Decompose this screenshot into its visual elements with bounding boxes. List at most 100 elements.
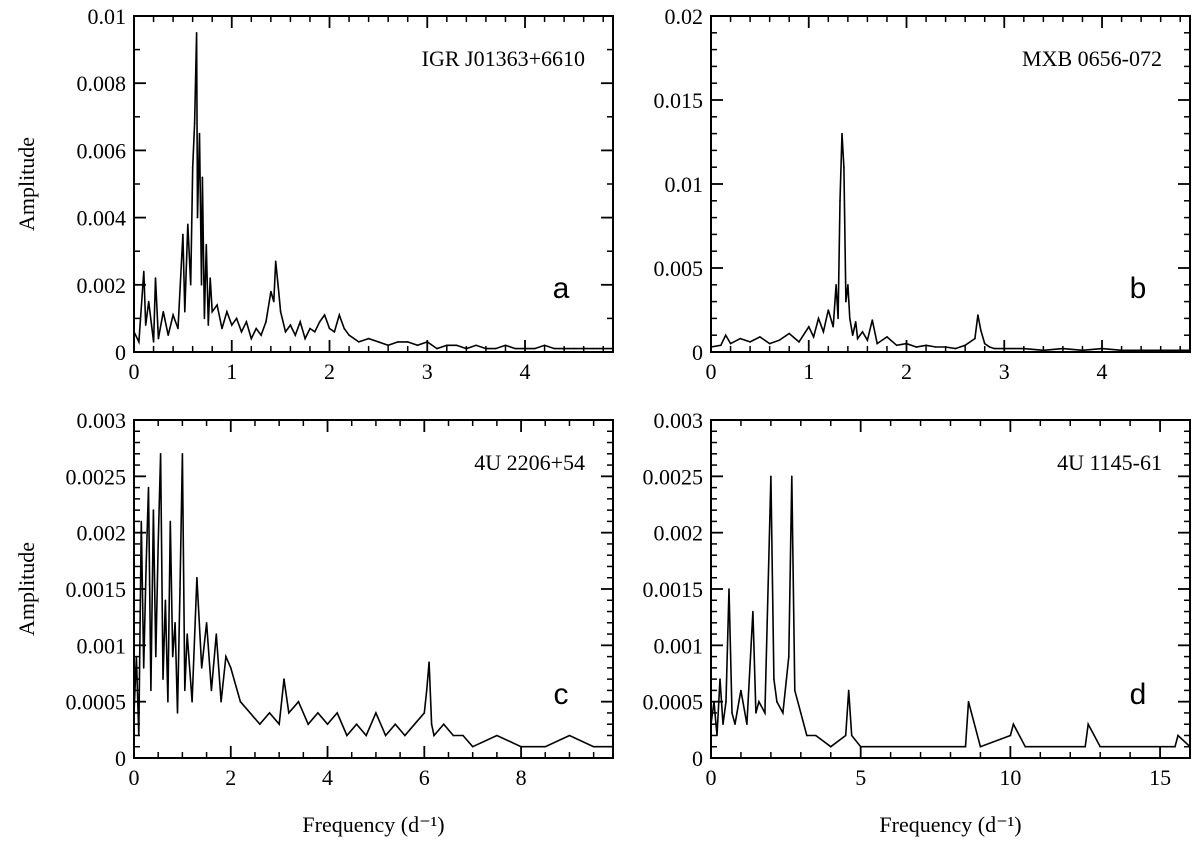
data-point [806, 734, 808, 737]
x-tick-label: 5 [855, 765, 866, 790]
y-tick-label: 0.005 [654, 256, 704, 281]
data-point [740, 689, 742, 692]
data-point [225, 655, 227, 658]
data-point [778, 339, 781, 342]
data-point [861, 331, 864, 333]
data-point [245, 321, 248, 323]
data-point [812, 336, 815, 338]
data-point [553, 347, 556, 350]
y-tick-label: 0.0005 [643, 690, 704, 715]
data-point [294, 334, 297, 337]
data-point [876, 342, 878, 345]
data-point [773, 678, 775, 680]
data-point [355, 723, 358, 725]
data-point [162, 310, 165, 313]
data-point [375, 712, 377, 714]
data-point [181, 453, 184, 455]
data-point [187, 223, 189, 226]
data-point [240, 331, 243, 333]
data-point [752, 610, 754, 613]
y-tick-label: 0.02 [665, 4, 704, 29]
data-point [1069, 745, 1072, 748]
data-point [964, 745, 967, 748]
data-point [239, 700, 242, 703]
data-point [309, 327, 311, 330]
data-point [140, 520, 143, 523]
data-point [592, 347, 595, 350]
data-point [925, 344, 927, 347]
data-point [980, 329, 982, 332]
data-point [193, 122, 196, 125]
data-point [544, 745, 547, 748]
data-point [210, 689, 213, 692]
data-point [850, 734, 853, 737]
data-point [568, 734, 571, 737]
x-tick-label: 15 [1149, 765, 1171, 790]
data-point [1087, 723, 1089, 725]
data-point [201, 176, 204, 179]
y-tick-label: 0.015 [654, 88, 704, 113]
data-point [935, 346, 937, 348]
data-point [172, 314, 174, 316]
data-point [728, 588, 730, 590]
y-tick-label: 0.001 [77, 633, 127, 658]
data-point [949, 745, 952, 748]
data-point [794, 689, 796, 692]
data-point [979, 745, 982, 748]
data-point [759, 336, 761, 338]
data-point [200, 284, 203, 286]
data-point [954, 347, 957, 350]
y-tick-label: 0.002 [654, 521, 704, 546]
data-point [155, 655, 157, 658]
data-point [387, 344, 390, 347]
panel-title: 4U 2206+54 [474, 450, 585, 475]
data-point [138, 341, 140, 343]
data-point [964, 344, 966, 347]
data-point [154, 277, 157, 279]
panel-letter: b [1130, 272, 1147, 305]
data-point [832, 326, 834, 328]
x-tick-label: 3 [999, 359, 1010, 384]
y-tick-label: 0.0025 [643, 464, 704, 489]
data-point [462, 734, 464, 737]
data-point [249, 712, 251, 714]
panel-c: 0 2 4 6 8 0 0.0005 0.001 0.0015 0.002 0.0025 0.003 4… [14, 408, 614, 837]
data-point [856, 337, 859, 340]
data-point [839, 200, 841, 202]
data-point [328, 327, 331, 330]
data-point [874, 745, 877, 748]
data-point [274, 260, 277, 263]
data-point [719, 678, 721, 680]
data-point [191, 166, 194, 168]
data-point [755, 712, 757, 714]
data-point [830, 745, 832, 748]
data-point [847, 689, 850, 692]
data-point [847, 284, 849, 286]
data-point [739, 337, 742, 340]
data-point [843, 166, 845, 168]
data-point [800, 712, 802, 714]
data-point [849, 317, 851, 320]
data-point [169, 520, 172, 523]
data-point [176, 712, 179, 714]
data-point [384, 734, 387, 737]
x-axis-title: Frequency (d⁻¹) [302, 812, 444, 837]
data-point [397, 341, 399, 343]
data-point [423, 712, 426, 714]
data-point [200, 667, 203, 669]
data-point [283, 678, 285, 680]
data-point [734, 723, 736, 725]
data-point [817, 317, 820, 320]
data-point [205, 622, 208, 624]
x-tick-label: 4 [322, 765, 333, 790]
panel-b: 0 1 2 3 4 0 0.005 0.01 0.015 0.02 MXB 0656-072 b [654, 4, 1191, 384]
data-point [157, 543, 159, 545]
y-tick-label: 0 [115, 746, 126, 771]
y-tick-label: 0.0005 [66, 690, 127, 715]
data-point [725, 700, 727, 703]
data-point [919, 745, 922, 748]
data-point [788, 332, 790, 335]
data-point [195, 32, 198, 34]
data-point [377, 341, 380, 343]
data-point [288, 712, 290, 714]
